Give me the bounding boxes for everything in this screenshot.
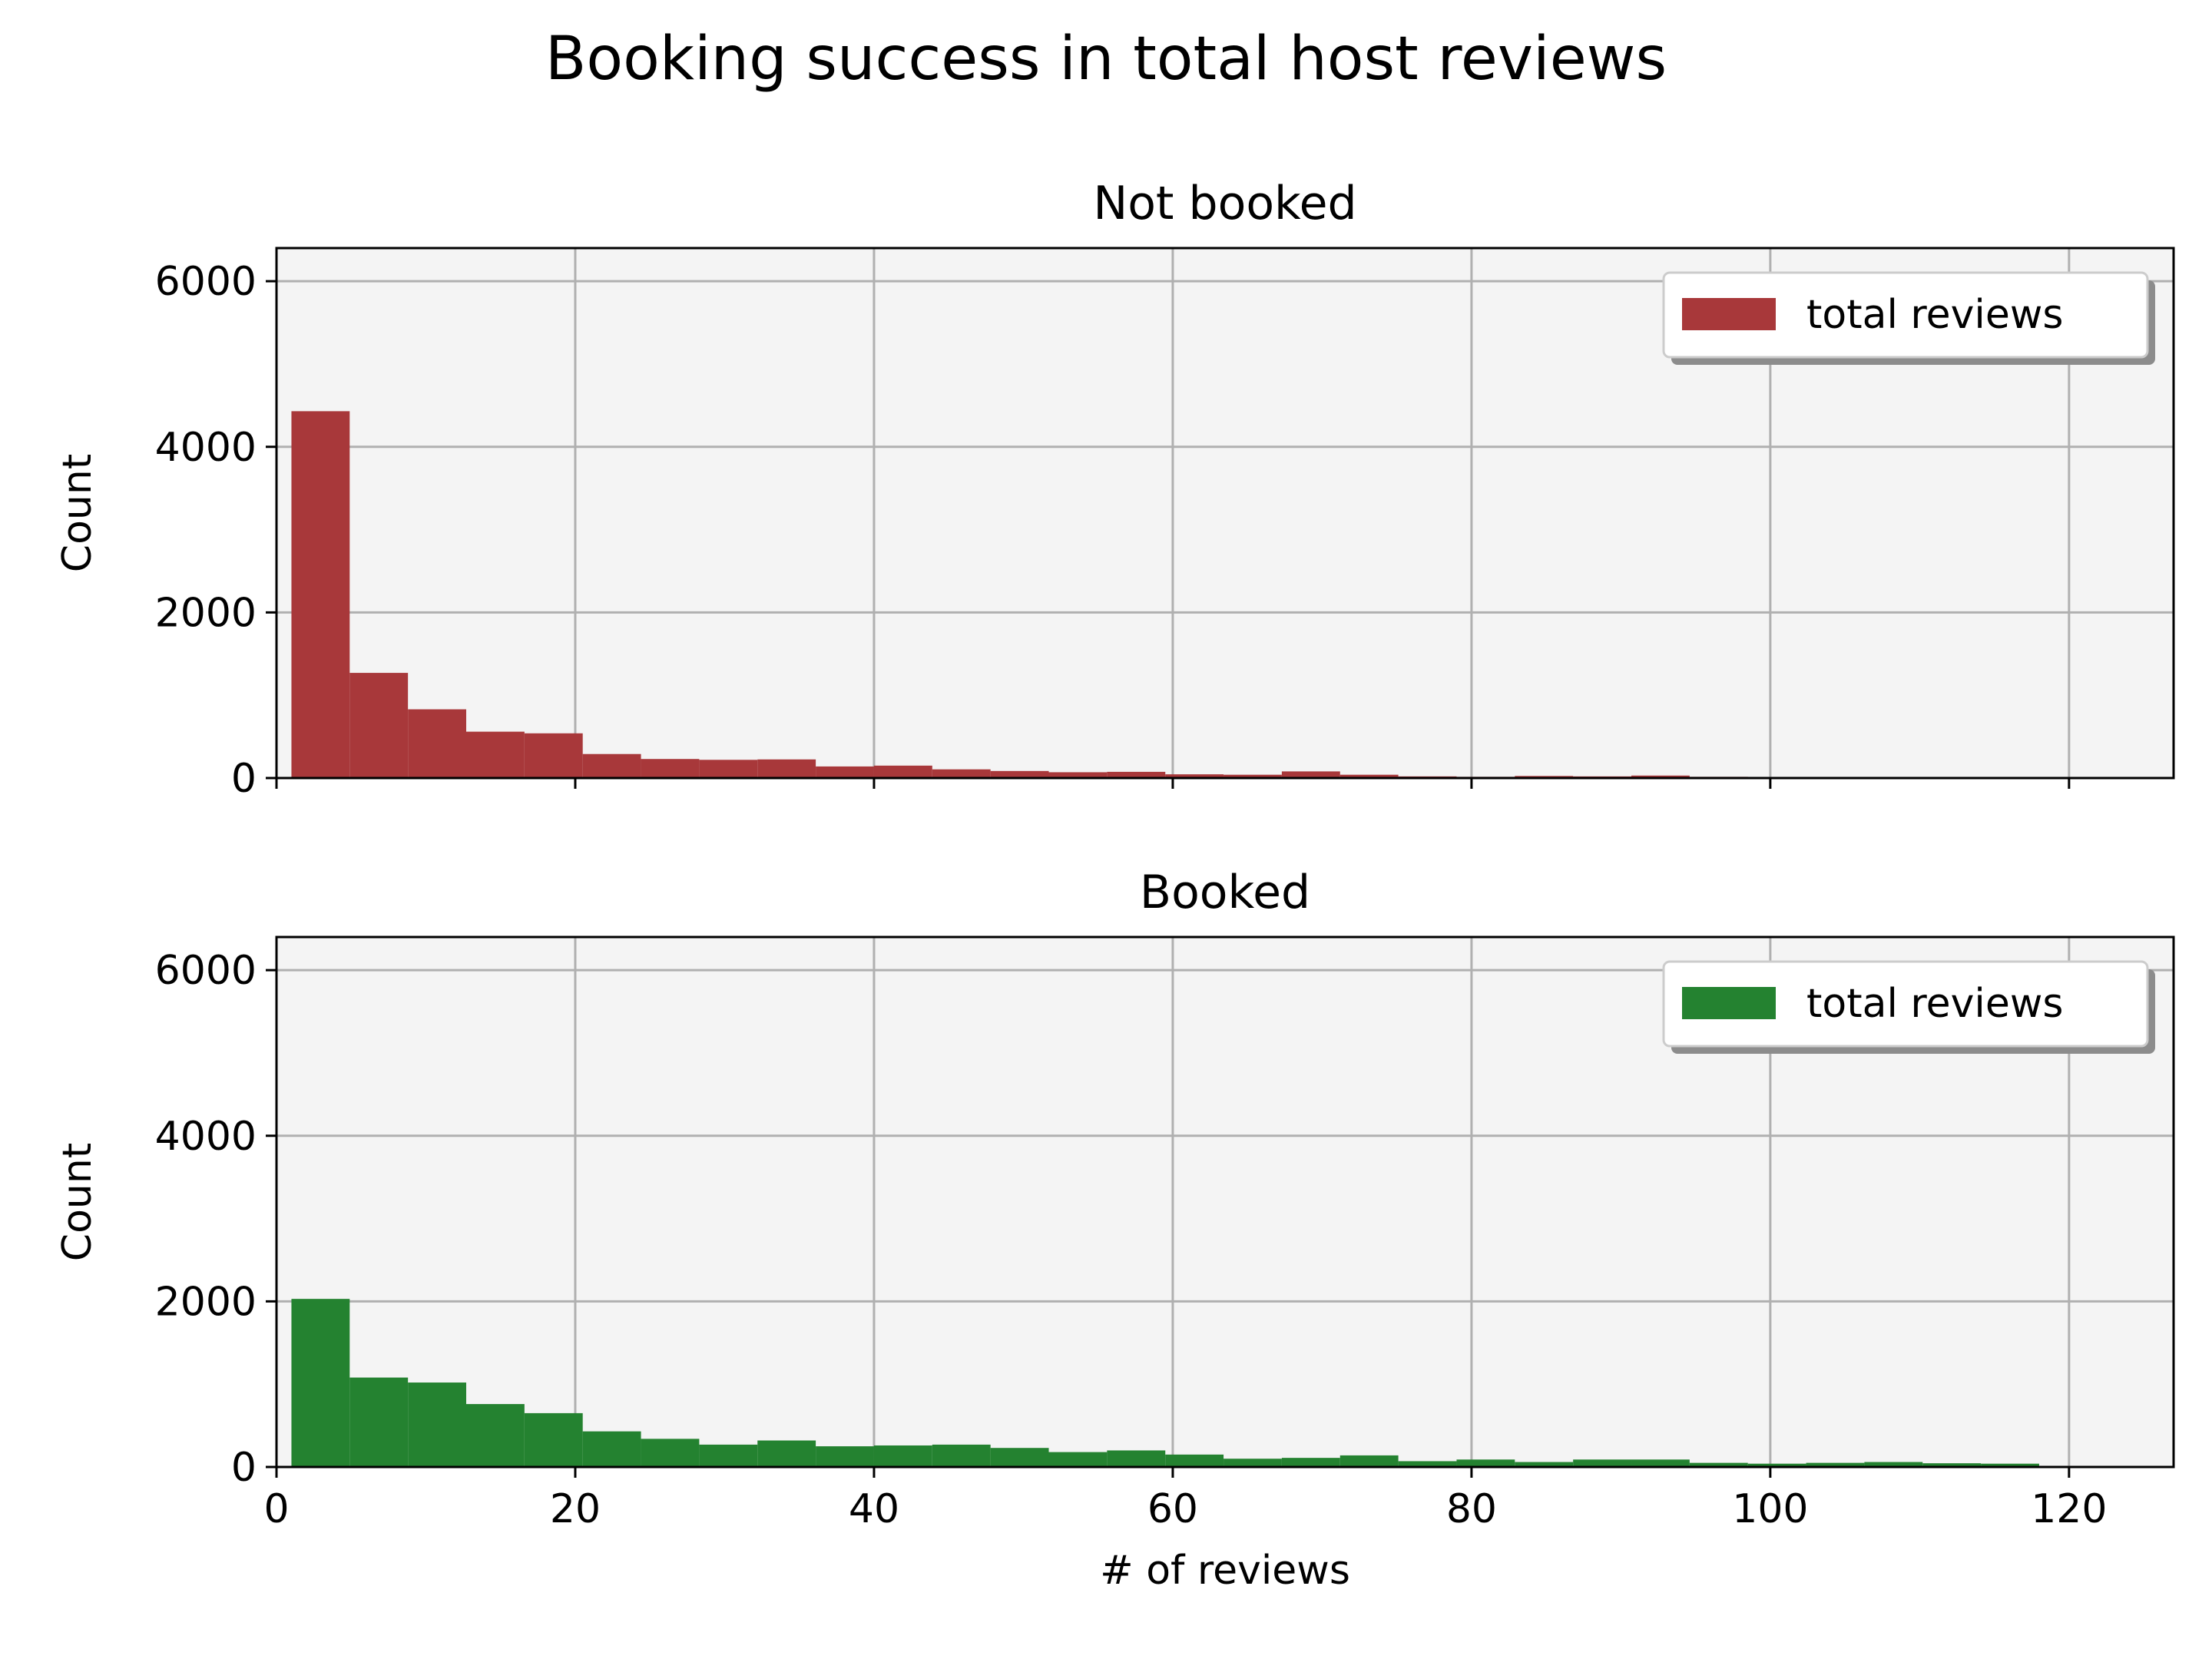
x-tick-label: 60 (1147, 1486, 1198, 1532)
histogram-bar (699, 760, 758, 778)
y-tick-label: 4000 (155, 1114, 257, 1160)
legend-swatch (1682, 298, 1776, 330)
y-tick-label: 0 (231, 1445, 257, 1491)
histogram-bar (524, 733, 583, 778)
axes-frame (275, 935, 2175, 1469)
histogram-bar (1281, 1458, 1340, 1467)
panel-not-booked: 0 2000 4000 6000 Not booked Count total review… (55, 177, 2175, 802)
histogram-bar (990, 1448, 1049, 1467)
histogram-bar (1165, 774, 1224, 778)
histogram-bar (1339, 1455, 1399, 1467)
x-tick-label: 100 (1732, 1486, 1808, 1532)
histogram-bar (1398, 1461, 1457, 1467)
histogram-bar (1631, 1459, 1690, 1467)
histogram-bar (1339, 774, 1399, 778)
histogram-bar (1573, 1459, 1632, 1467)
histogram-bar (1224, 1459, 1282, 1467)
y-tick-label: 0 (231, 756, 257, 802)
y-tick-label: 6000 (155, 259, 257, 305)
y-tick-label: 4000 (155, 425, 257, 471)
histogram-bar (1281, 771, 1340, 778)
histogram-bar (1107, 1450, 1166, 1467)
y-axis-label: Count (55, 1143, 101, 1261)
y-tick-label: 2000 (155, 590, 257, 636)
x-tick-label: 0 (263, 1486, 289, 1532)
histogram-bar (990, 770, 1049, 778)
histogram-bar (1456, 1459, 1515, 1467)
x-axis-label: # of reviews (1100, 1548, 1350, 1594)
histogram-bar (1922, 1463, 1982, 1467)
histogram-bar (291, 411, 350, 778)
histogram-bar (932, 1444, 991, 1467)
histogram-bar (1689, 1462, 1748, 1467)
x-tick-label: 120 (2031, 1486, 2107, 1532)
histogram-bar (1107, 771, 1166, 778)
histogram-bar (1864, 1462, 1923, 1467)
histogram-bar (641, 1439, 700, 1467)
histogram-bar (1048, 772, 1108, 778)
histogram-bar (932, 769, 991, 778)
histogram-bar (757, 759, 816, 778)
histogram-bar (1747, 1463, 1806, 1467)
histogram-bar (1631, 775, 1690, 778)
histogram-bar (641, 759, 700, 778)
histogram-bar (1515, 1462, 1574, 1467)
histogram-bar (1981, 1463, 2039, 1467)
histogram-bar (873, 1445, 932, 1467)
histogram-bar (408, 709, 466, 778)
legend-box (1662, 271, 2149, 359)
legend: total reviews (1662, 271, 2155, 365)
legend: total reviews (1662, 960, 2155, 1054)
histogram-bar (873, 765, 932, 778)
histogram-bar (1165, 1454, 1224, 1467)
legend-label: total reviews (1806, 981, 2064, 1027)
histogram-bar (349, 1377, 409, 1467)
legend-box (1662, 960, 2149, 1048)
histogram-bar (1806, 1462, 1865, 1467)
histogram-bar (524, 1412, 583, 1467)
figure-title: Booking success in total host reviews (545, 25, 1667, 94)
histogram-bar (291, 1299, 350, 1467)
legend-swatch (1682, 987, 1776, 1019)
histogram-bar (408, 1382, 466, 1467)
subplot-title: Not booked (1093, 177, 1356, 230)
subplot-title: Booked (1140, 866, 1310, 919)
histogram-bar (349, 673, 409, 778)
histogram-bar (466, 1404, 525, 1467)
histogram-bar (699, 1444, 758, 1467)
histogram-bar (582, 753, 641, 778)
histogram-bar (757, 1440, 816, 1467)
axes-frame (275, 247, 2175, 780)
histogram-bar (1224, 774, 1282, 778)
histogram-bar (816, 1446, 874, 1467)
x-tick-label: 80 (1446, 1486, 1497, 1532)
histogram-bar (1048, 1452, 1108, 1467)
legend-label: total reviews (1806, 292, 2064, 338)
panel-booked: 0 2000 4000 6000 0 20 40 60 80 100 120 Booked Count #… (55, 866, 2175, 1594)
y-tick-label: 6000 (155, 948, 257, 994)
x-tick-label: 40 (849, 1486, 899, 1532)
x-tick-label: 20 (550, 1486, 601, 1532)
y-tick-label: 2000 (155, 1279, 257, 1325)
histogram-bar (466, 731, 525, 778)
histogram-bar (582, 1431, 641, 1467)
y-axis-label: Count (55, 454, 101, 572)
histogram-bar (816, 766, 874, 778)
